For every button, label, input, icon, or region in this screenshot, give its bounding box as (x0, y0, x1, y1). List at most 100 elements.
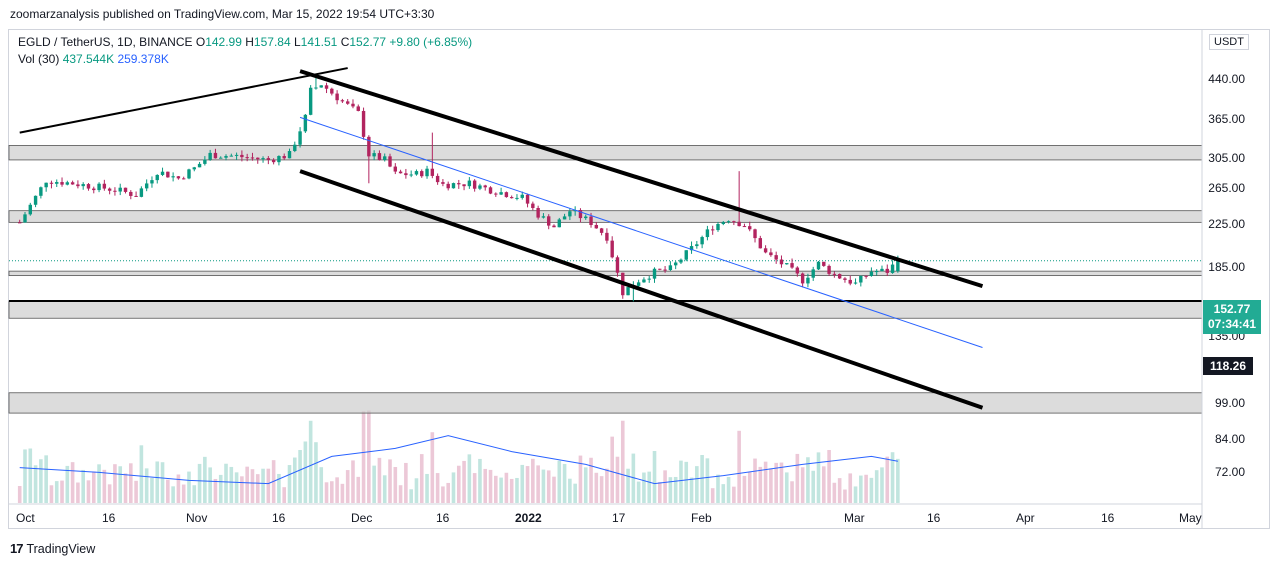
volume-bar (620, 420, 625, 503)
chart-frame[interactable] (8, 29, 1270, 529)
volume-bar (49, 485, 54, 503)
candle-body (726, 221, 731, 223)
candle-body (176, 176, 181, 179)
candle-body (414, 171, 419, 175)
close-value: 152.77 (349, 35, 387, 49)
candle-body (673, 262, 678, 266)
candle-body (499, 192, 503, 195)
volume-bar (255, 474, 260, 503)
volume-bar (774, 462, 778, 503)
volume-bars (17, 410, 900, 503)
publisher-line: zoomarzanalysis published on TradingView… (10, 7, 435, 21)
candle-body (208, 152, 212, 160)
channel-trendline (299, 69, 984, 289)
candle-body (795, 267, 800, 274)
y-tick-label: 365.00 (1208, 112, 1245, 126)
volume-bar (726, 477, 731, 503)
volume-bar (456, 465, 461, 503)
volume-bar (562, 463, 567, 503)
volume-bar (478, 458, 482, 503)
candle-body (266, 158, 271, 160)
support-resistance-zone (8, 392, 1203, 414)
candle-body (250, 157, 255, 159)
candle-body (234, 154, 239, 156)
candle-body (182, 178, 186, 180)
candle-body (711, 229, 715, 231)
volume-bar (160, 462, 165, 503)
volume-bar (615, 456, 620, 503)
volume-bar (118, 466, 123, 503)
key-level-tag: 118.26 (1203, 357, 1253, 375)
volume-bar (171, 486, 175, 503)
candle-body (404, 173, 408, 176)
candle-body (277, 156, 281, 163)
volume-bar (65, 465, 70, 503)
candle-body (65, 182, 70, 185)
y-tick-label: 72.00 (1214, 465, 1245, 479)
volume-bar (181, 484, 186, 503)
candle-body (832, 273, 837, 275)
candle-body (49, 182, 54, 184)
candle-body (663, 269, 667, 271)
y-tick-label: 225.00 (1208, 217, 1245, 231)
y-tick-label: 185.00 (1208, 260, 1245, 274)
candle-body (245, 157, 249, 159)
x-tick-label: Feb (691, 511, 712, 525)
volume-bar (97, 464, 101, 503)
volume-bar (710, 488, 715, 503)
volume-bar (700, 455, 704, 503)
candle-body (356, 106, 360, 111)
volume-bar (44, 455, 48, 503)
volume-bar (261, 468, 265, 503)
volume-bar (430, 432, 435, 503)
volume-bar (229, 466, 234, 503)
brand-name: TradingView (26, 541, 96, 556)
volume-bar (176, 474, 181, 503)
volume-bar (684, 461, 689, 503)
volume-bar (578, 455, 583, 503)
volume-bar (642, 472, 646, 503)
volume-bar (869, 477, 874, 503)
candle-body (345, 101, 350, 104)
candle-body (393, 166, 397, 172)
candle-body (44, 182, 48, 188)
volume-bar (509, 478, 514, 503)
candle-body (785, 263, 789, 265)
volume-bar (636, 481, 641, 503)
volume-bar (483, 468, 488, 503)
candle-body (155, 174, 159, 181)
candle-body (806, 277, 810, 284)
volume-bar (197, 463, 202, 503)
volume-bar (451, 472, 456, 503)
volume-bar (345, 470, 350, 503)
candle-body (60, 182, 64, 185)
volume-bar (668, 477, 673, 503)
tradingview-logo[interactable]: 17 TradingView (10, 541, 95, 556)
volume-bar (821, 466, 826, 503)
volume-bar (583, 467, 588, 503)
volume-bar (102, 469, 107, 503)
candle-body (679, 259, 683, 263)
volume-bar (462, 460, 466, 503)
volume-bar (568, 478, 572, 503)
volume-bar (525, 466, 530, 503)
candle-body (420, 171, 424, 177)
candle-body (340, 100, 345, 102)
candle-body (134, 195, 138, 197)
y-tick-label: 265.00 (1208, 181, 1245, 195)
candle-body (102, 183, 107, 189)
candle-body (869, 271, 874, 276)
open-value: 142.99 (205, 35, 242, 49)
currency-button[interactable]: USDT (1209, 34, 1249, 50)
x-tick-label: Apr (1016, 511, 1035, 525)
volume-bar (859, 475, 863, 503)
volume-bar (377, 457, 382, 503)
volume-bar (340, 483, 345, 503)
candle-body (330, 88, 334, 94)
candle-body (594, 224, 599, 229)
volume-bar (890, 452, 895, 503)
candle-body (636, 282, 641, 286)
candle-body (166, 171, 170, 178)
volume-bar (658, 482, 662, 503)
